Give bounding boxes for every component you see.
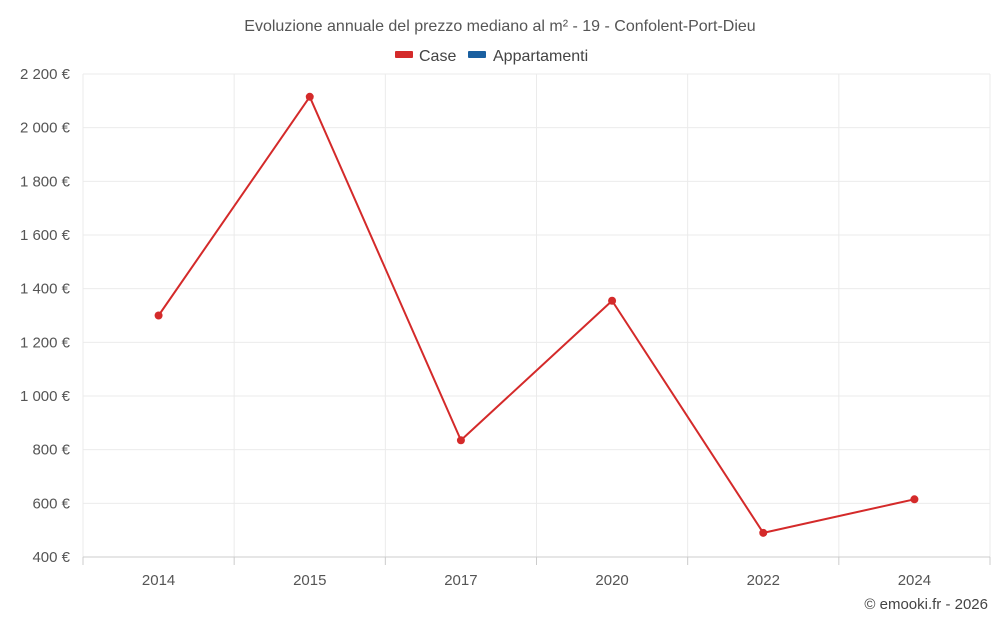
chart-title: Evoluzione annuale del prezzo mediano al… <box>244 18 755 35</box>
x-tick-label: 2024 <box>898 572 931 589</box>
y-tick-label: 2 000 € <box>20 120 71 137</box>
legend-swatch-appartamenti <box>468 51 486 58</box>
x-tick-label: 2020 <box>595 572 628 589</box>
data-point[interactable] <box>608 296 617 305</box>
data-point[interactable] <box>910 495 919 504</box>
x-tick-label: 2015 <box>293 572 326 589</box>
y-tick-label: 2 200 € <box>20 66 71 83</box>
x-axis-ticks: 2014 2015 2017 2020 2022 2024 <box>142 572 931 589</box>
series <box>154 92 919 537</box>
y-tick-label: 400 € <box>32 549 70 566</box>
x-tick-label: 2017 <box>444 572 477 589</box>
y-tick-label: 600 € <box>32 495 70 512</box>
y-tick-label: 1 600 € <box>20 227 71 244</box>
series-line-case <box>157 95 915 534</box>
x-tick-label: 2022 <box>747 572 780 589</box>
y-tick-label: 1 200 € <box>20 334 71 351</box>
data-point[interactable] <box>456 436 465 445</box>
grid <box>82 73 991 557</box>
x-tick-label: 2014 <box>142 572 175 589</box>
legend-label-case[interactable]: Case <box>419 48 456 65</box>
data-point[interactable] <box>759 528 768 537</box>
legend-swatch-case <box>395 51 413 58</box>
y-tick-label: 800 € <box>32 442 70 459</box>
credit-text: © emooki.fr - 2026 <box>864 596 988 613</box>
data-point[interactable] <box>154 311 163 320</box>
legend: Case Appartamenti <box>395 48 588 65</box>
y-axis-ticks: 400 € 600 € 800 € 1 000 € 1 200 € 1 400 € 1 60… <box>20 66 71 566</box>
legend-label-appartamenti[interactable]: Appartamenti <box>493 48 588 65</box>
y-tick-label: 1 000 € <box>20 388 71 405</box>
axes <box>82 556 991 565</box>
y-tick-label: 1 800 € <box>20 173 71 190</box>
data-point[interactable] <box>305 92 314 101</box>
y-tick-label: 1 400 € <box>20 281 71 298</box>
